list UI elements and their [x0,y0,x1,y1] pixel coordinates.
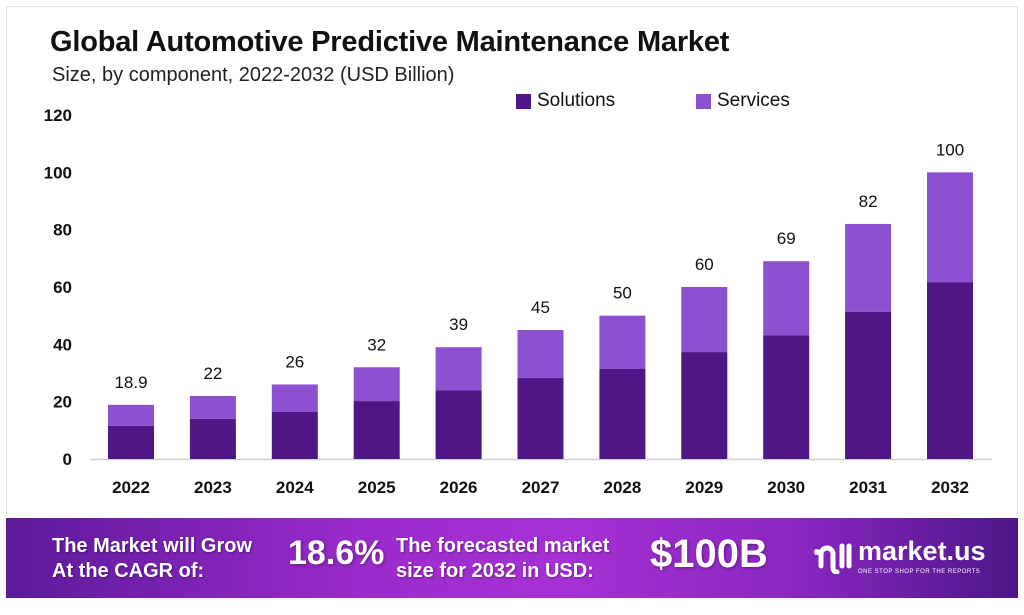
bar-solutions-2022 [108,425,154,459]
bar-services-2024 [271,384,318,412]
bar-solutions-2029 [681,352,728,459]
legend-item-solutions: Solutions [516,90,615,112]
bar-services-2027 [517,330,564,378]
y-tick-label: 0 [63,450,72,469]
x-tick-label: 2023 [194,478,232,497]
logo-tagline: ONE STOP SHOP FOR THE REPORTS [858,569,981,575]
data-label-total: 100 [936,140,964,159]
logo-mark-icon [814,543,852,574]
forecast-label-line2: size for 2032 in USD: [396,560,594,582]
x-tick-label: 2030 [767,478,805,497]
data-label-total: 82 [859,192,878,211]
data-label-total: 50 [613,284,632,303]
bar-services-2028 [599,315,646,369]
data-label-total: 69 [777,229,796,248]
bar-services-2031 [845,223,892,312]
y-tick-label: 40 [53,335,72,354]
x-tick-label: 2022 [112,478,150,497]
bar-solutions-2024 [271,411,318,459]
forecast-value: $100B [650,532,768,576]
data-label-total: 26 [285,352,304,371]
forecast-label: The forecasted market size for 2032 in U… [396,534,609,584]
data-label-total: 22 [203,364,222,383]
data-label-total: 39 [449,315,468,334]
cagr-value: 18.6% [288,534,385,572]
legend-label: Services [717,90,790,111]
cagr-label: The Market will Grow At the CAGR of: [52,534,252,584]
cagr-label-line1: The Market will Grow [52,535,253,557]
bar-solutions-2032 [927,282,973,459]
bar-solutions-2025 [353,401,400,459]
x-tick-label: 2028 [603,478,641,497]
legend-label: Solutions [537,90,616,111]
bar-solutions-2023 [189,418,236,459]
cagr-label-line2: At the CAGR of: [52,560,205,582]
summary-banner: The Market will Grow At the CAGR of: 18.… [6,518,1018,598]
chart-frame [6,6,1018,515]
y-tick-label: 100 [44,163,72,182]
bar-services-2029 [681,287,728,353]
x-tick-label: 2025 [358,478,396,497]
legend-item-services: Services [696,90,790,112]
bar-services-2025 [353,367,400,402]
x-tick-label: 2032 [931,478,969,497]
bar-solutions-2031 [845,311,892,459]
bar-solutions-2028 [599,368,646,459]
logo-name: market.us [858,536,986,566]
bar-solutions-2026 [435,390,482,459]
chart-subtitle: Size, by component, 2022-2032 (USD Billi… [52,64,455,86]
bar-services-2023 [189,395,236,419]
bar-solutions-2027 [517,377,564,459]
bar-chart: 0 20 40 60 80 100 120 18.9 2022 22 2023 26 2024 32 202… [44,106,992,497]
data-label-total: 18.9 [114,373,147,392]
y-tick-label: 120 [44,106,72,125]
bar-services-2026 [435,347,482,391]
bar-services-2030 [763,261,810,336]
chart-title: Global Automotive Predictive Maintenance… [50,26,730,58]
data-label-total: 60 [695,255,714,274]
x-tick-label: 2024 [276,478,314,497]
bar-services-2032 [927,172,973,283]
forecast-label-line1: The forecasted market [396,535,610,557]
x-tick-label: 2027 [522,478,560,497]
x-tick-label: 2026 [440,478,478,497]
data-label-total: 45 [531,298,550,317]
bar-services-2022 [108,404,154,426]
y-tick-label: 60 [53,278,72,297]
y-tick-label: 80 [53,221,72,240]
bar-solutions-2030 [763,335,810,459]
legend-swatch-services [696,93,711,109]
x-tick-label: 2029 [685,478,723,497]
y-tick-label: 20 [53,393,72,412]
x-tick-label: 2031 [849,478,887,497]
legend-swatch-solutions [516,93,531,109]
data-label-total: 32 [367,335,386,354]
market-us-logo: market.us ONE STOP SHOP FOR THE REPORTS [812,536,986,576]
